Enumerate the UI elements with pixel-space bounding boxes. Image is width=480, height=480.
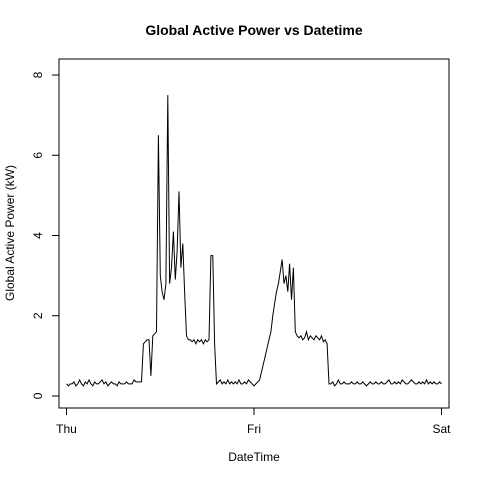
x-tick-label: Fri <box>247 422 261 436</box>
y-tick-label: 2 <box>31 312 45 319</box>
y-axis-label: Global Active Power (kW) <box>3 165 17 301</box>
y-tick-label: 6 <box>31 152 45 159</box>
y-axis: 0 2 4 6 8 <box>31 71 59 399</box>
plot-frame <box>58 58 450 409</box>
y-tick-label: 8 <box>31 71 45 78</box>
y-tick-label: 4 <box>31 232 45 239</box>
chart-title: Global Active Power vs Datetime <box>145 22 363 38</box>
x-tick-label: Sat <box>432 422 451 436</box>
y-tick-label: 0 <box>31 392 45 399</box>
series-line <box>66 95 442 387</box>
x-tick-label: Thu <box>56 422 77 436</box>
x-axis-label: DateTime <box>228 450 280 464</box>
x-axis: Thu Fri Sat <box>56 407 451 436</box>
